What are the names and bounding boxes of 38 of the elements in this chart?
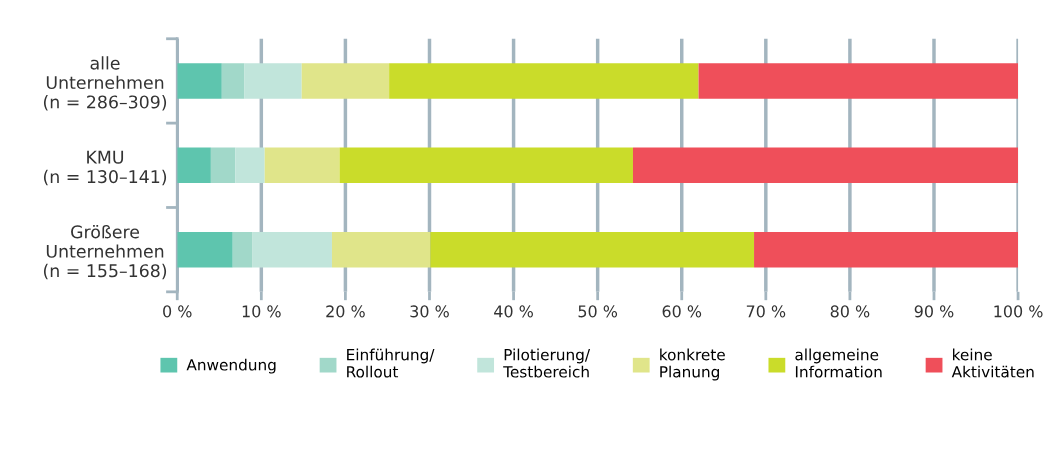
bar: [698, 63, 1019, 99]
legend-label: allgemeine Information: [795, 348, 882, 378]
legend-label: Pilotierung/ Testbereich: [503, 348, 591, 378]
bar: [632, 147, 1019, 184]
legend-label: keine Aktivitäten: [951, 348, 1034, 378]
bar: [430, 231, 755, 268]
legend-label: Anwendung: [186, 358, 276, 374]
bar: [235, 147, 265, 184]
bar: [264, 147, 340, 184]
x-tick-label: 30 %: [410, 305, 449, 318]
bar: [177, 231, 233, 268]
bar: [252, 231, 332, 268]
x-tick-label: 10 %: [242, 305, 281, 318]
bar: [177, 63, 222, 99]
x-tick-label: 70 %: [746, 305, 786, 318]
bar: [221, 63, 245, 99]
x-tick-label: 20 %: [326, 305, 365, 318]
bar: [232, 231, 253, 268]
y-tick-label: alle Unternehmen (n = 286–309): [43, 56, 167, 111]
x-tick-label: 90 %: [914, 305, 954, 318]
x-tick-label: 50 %: [578, 305, 618, 318]
y-tick-label: KMU (n = 130–141): [43, 150, 167, 186]
bar: [244, 63, 302, 99]
x-tick-label: 0 %: [163, 305, 192, 318]
bar: [177, 147, 211, 184]
x-tick-label: 100 %: [994, 305, 1043, 318]
x-tick-label: 60 %: [662, 305, 702, 318]
legend-label: konkrete Planung: [660, 348, 725, 381]
bar: [339, 147, 633, 184]
y-tick-label: Größere Unternehmen (n = 155–168): [43, 224, 167, 280]
bar: [754, 231, 1019, 268]
x-tick-label: 80 %: [830, 305, 870, 318]
bar: [331, 231, 431, 268]
x-tick-label: 40 %: [494, 305, 533, 318]
bar: [389, 63, 699, 99]
legend-label: Einführung/ Rollout: [347, 348, 435, 378]
bar: [301, 63, 390, 99]
bar: [210, 147, 236, 184]
